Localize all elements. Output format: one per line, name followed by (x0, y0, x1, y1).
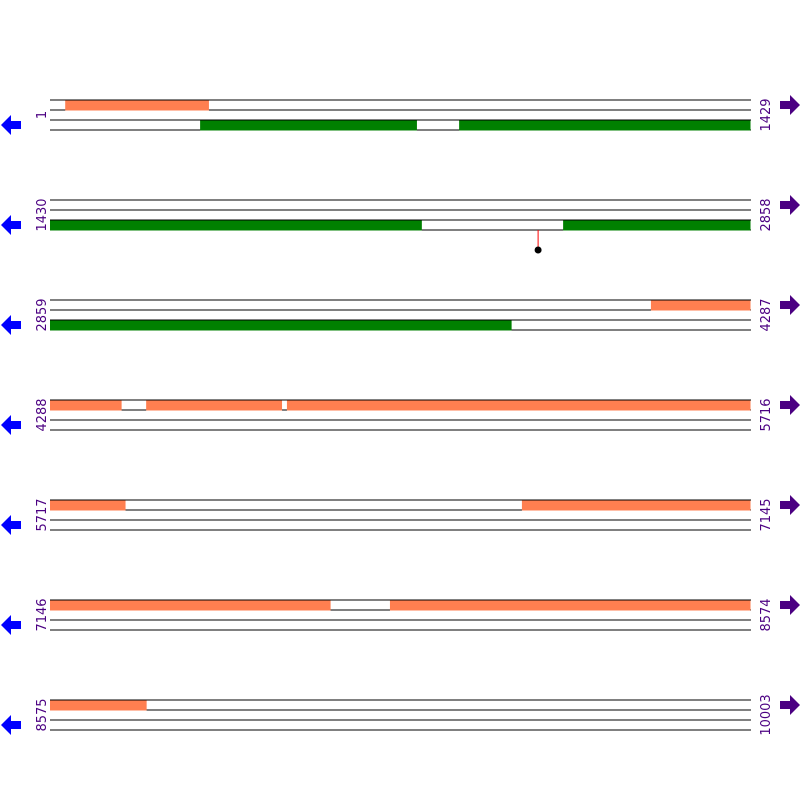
right-arrow-icon (780, 595, 800, 615)
forward-feature (65, 100, 209, 111)
reverse-feature (200, 120, 417, 131)
left-arrow-icon (1, 715, 21, 735)
row-start-label: 1430 (35, 198, 50, 231)
row-end-label: 1429 (759, 98, 774, 131)
forward-feature (50, 400, 122, 411)
left-arrow-icon (1, 215, 21, 235)
right-arrow-icon (780, 95, 800, 115)
row-start-label: 2859 (35, 298, 50, 331)
row-start-label: 5717 (35, 498, 50, 531)
left-arrow-icon (1, 115, 21, 135)
site-marker-dot (534, 246, 542, 254)
forward-feature (146, 400, 283, 411)
sequence-row: 2859 4287 (1, 295, 800, 335)
reverse-feature (563, 220, 751, 231)
row-end-label: 10003 (759, 694, 774, 735)
sequence-row: 1 1429 (1, 95, 800, 135)
row-start-label: 7146 (35, 598, 50, 631)
row-end-label: 8574 (759, 598, 774, 631)
left-arrow-icon (1, 415, 21, 435)
row-start-label: 4288 (35, 398, 50, 431)
row-end-label: 7145 (759, 498, 774, 531)
forward-feature (50, 600, 331, 611)
row-end-label: 5716 (759, 398, 774, 431)
right-arrow-icon (780, 295, 800, 315)
sequence-row: 4288 5716 (1, 395, 800, 435)
right-arrow-icon (780, 395, 800, 415)
reverse-feature (50, 220, 422, 231)
row-end-label: 4287 (759, 298, 774, 331)
forward-feature (50, 500, 126, 511)
reverse-feature (459, 120, 751, 131)
row-start-label: 8575 (35, 698, 50, 731)
row-end-label: 2858 (759, 198, 774, 231)
left-arrow-icon (1, 615, 21, 635)
forward-feature (521, 500, 751, 511)
sequence-row: 1430 2858 (1, 195, 800, 254)
sequence-row: 7146 8574 (1, 595, 800, 635)
forward-feature (389, 600, 751, 611)
reverse-feature (50, 320, 512, 331)
forward-feature (50, 700, 147, 711)
left-arrow-icon (1, 315, 21, 335)
right-arrow-icon (780, 695, 800, 715)
forward-feature (650, 300, 751, 311)
left-arrow-icon (1, 515, 21, 535)
right-arrow-icon (780, 195, 800, 215)
right-arrow-icon (780, 495, 800, 515)
sequence-row: 5717 7145 (1, 495, 800, 535)
sequence-row: 8575 10003 (1, 694, 800, 736)
forward-feature (286, 400, 751, 411)
row-start-label: 1 (35, 111, 50, 119)
